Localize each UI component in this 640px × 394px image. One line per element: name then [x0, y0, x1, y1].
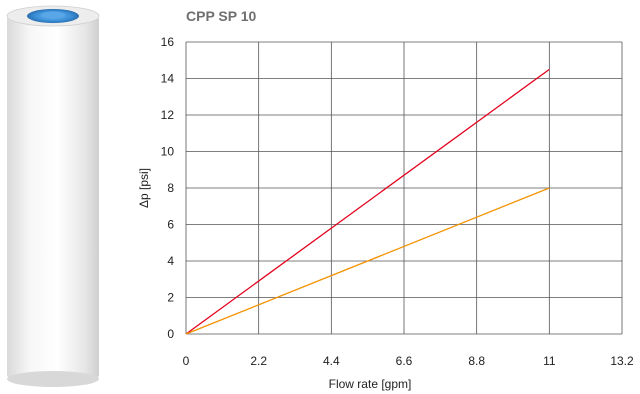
y-tick-label: 12 — [161, 108, 175, 122]
pressure-drop-chart: CPP SP 10 0 2.2 4.4 6.6 8.8 11 13.2 0 2 4 6 8 10 12 1… — [137, 8, 634, 391]
y-tick-label: 0 — [167, 327, 174, 341]
y-tick-label: 10 — [161, 145, 175, 159]
x-tick-label: 6.6 — [396, 354, 413, 368]
series-line-0 — [185, 68, 550, 335]
cartridge-bottom — [7, 371, 99, 387]
x-tick-label: 11 — [543, 354, 556, 368]
y-tick-label: 8 — [167, 181, 174, 195]
x-tick-label: 2.2 — [250, 354, 267, 368]
cartridge-cap-hole — [41, 11, 65, 19]
y-tick-labels: 0 2 4 6 8 10 12 14 16 — [161, 35, 175, 341]
x-axis-label: Flow rate [gpm] — [329, 377, 412, 391]
series-line-1 — [185, 187, 550, 335]
y-tick-label: 16 — [161, 35, 175, 49]
y-tick-label: 4 — [167, 254, 174, 268]
grid — [185, 41, 623, 335]
x-tick-label: 4.4 — [323, 354, 340, 368]
x-tick-label: 13.2 — [610, 354, 634, 368]
y-tick-label: 2 — [167, 291, 174, 305]
y-tick-label: 14 — [161, 72, 175, 86]
x-tick-label: 0 — [183, 354, 190, 368]
cartridge-body — [7, 14, 99, 380]
x-tick-label: 8.8 — [468, 354, 485, 368]
filter-cartridge-image — [6, 5, 100, 387]
x-tick-labels: 0 2.2 4.4 6.6 8.8 11 13.2 — [183, 354, 634, 368]
series-lines — [185, 68, 550, 335]
chart-title: CPP SP 10 — [186, 8, 257, 24]
y-axis-label: Δp [psi] — [137, 168, 151, 208]
y-tick-label: 6 — [167, 218, 174, 232]
